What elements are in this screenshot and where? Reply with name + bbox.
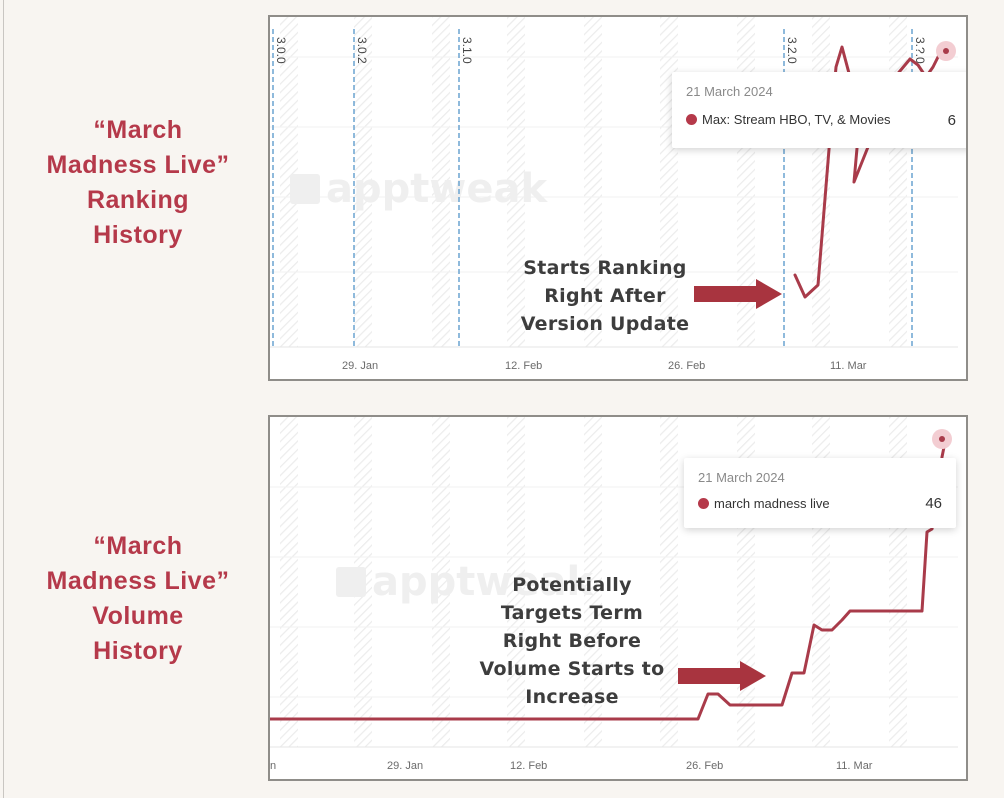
x-tick: n: [270, 760, 276, 772]
label-line: Madness Live”: [46, 151, 230, 179]
version-label: 3.0.2: [355, 37, 369, 64]
svg-text:apptweak: apptweak: [326, 166, 548, 212]
x-tick: 12. Feb: [510, 760, 547, 772]
svg-text:apptweak: apptweak: [372, 559, 594, 605]
x-tick: 11. Mar: [836, 760, 873, 772]
ranking-tooltip: 21 March 2024 Max: Stream HBO, TV, & Mov…: [672, 72, 966, 148]
left-divider: [3, 0, 4, 798]
ranking-history-label: “March Madness Live” Ranking History: [20, 113, 256, 253]
annotation-arrow-icon: [694, 279, 782, 309]
annotation-line: Right Before: [502, 630, 642, 652]
version-label: 3.2.0: [785, 37, 799, 64]
annotation-arrow-icon: [678, 661, 766, 691]
hover-point-marker[interactable]: [932, 429, 952, 449]
tooltip-value: 6: [947, 112, 956, 129]
tooltip-value: 46: [925, 495, 942, 512]
label-line: History: [93, 637, 183, 665]
x-axis: 29. Jan 12. Feb 26. Feb 11. Mar: [342, 360, 867, 372]
series-color-dot-icon: [698, 498, 709, 509]
version-label: 3.0.0: [274, 37, 288, 64]
label-line: Volume: [92, 602, 184, 630]
annotation-line: Version Update: [520, 313, 690, 335]
series-color-dot-icon: [686, 114, 697, 125]
label-line: “March: [93, 116, 183, 144]
annotation-line: Right After: [544, 285, 666, 307]
volume-tooltip: 21 March 2024 march madness live 46: [684, 458, 956, 528]
tooltip-series: march madness live: [698, 496, 830, 511]
version-marker-labels: 3.0.0 3.0.2 3.1.0 3.2.0 3.?.0: [274, 37, 927, 64]
volume-history-label: “March Madness Live” Volume History: [20, 529, 256, 669]
tooltip-series-name: march madness live: [714, 496, 830, 511]
x-tick: 12. Feb: [505, 360, 542, 372]
label-line: Ranking: [86, 186, 190, 214]
x-tick: 11. Mar: [830, 360, 867, 372]
x-tick: 29. Jan: [342, 360, 378, 372]
tooltip-series: Max: Stream HBO, TV, & Movies: [686, 112, 891, 127]
apptweak-watermark: apptweak: [290, 166, 548, 212]
tooltip-series-name: Max: Stream HBO, TV, & Movies: [702, 112, 891, 127]
annotation-line: Targets Term: [500, 602, 644, 624]
x-tick: 29. Jan: [387, 760, 423, 772]
tooltip-date: 21 March 2024: [698, 470, 785, 485]
tooltip-date: 21 March 2024: [686, 84, 773, 99]
version-label: 3.1.0: [460, 37, 474, 64]
label-line: Madness Live”: [46, 567, 230, 595]
apptweak-watermark: apptweak: [336, 559, 594, 605]
volume-annotation: Potentially Targets Term Right Before Vo…: [466, 571, 678, 711]
x-tick: 26. Feb: [668, 360, 705, 372]
volume-chart: apptweak n 29. Jan 12. Feb 26. Feb 11. M…: [268, 415, 968, 781]
annotation-line: Potentially: [512, 574, 632, 596]
ranking-annotation: Starts Ranking Right After Version Updat…: [492, 254, 718, 338]
ranking-chart: apptweak 3.0.0 3.0.2 3.1.0 3.2.0 3.?.0: [268, 15, 968, 381]
grid-lines: [270, 486, 958, 748]
label-line: History: [93, 221, 183, 249]
version-label: 3.?.0: [913, 37, 927, 64]
annotation-line: Volume Starts to: [479, 658, 665, 680]
label-line: “March: [93, 532, 183, 560]
x-tick: 26. Feb: [686, 760, 723, 772]
annotation-line: Increase: [525, 686, 619, 708]
annotation-line: Starts Ranking: [523, 257, 687, 279]
hover-point-marker[interactable]: [936, 41, 956, 61]
x-axis: n 29. Jan 12. Feb 26. Feb 11. Mar: [270, 760, 873, 772]
